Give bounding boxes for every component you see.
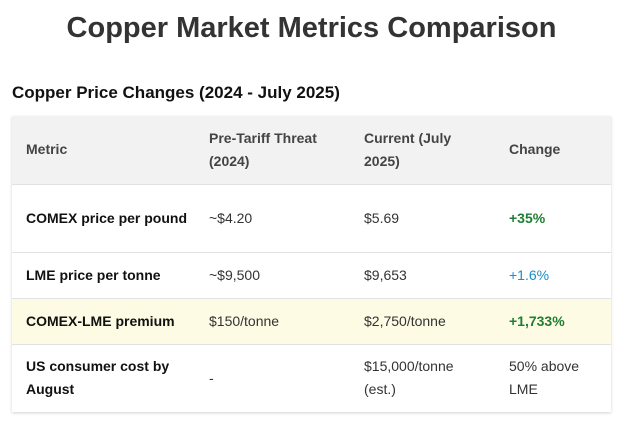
row-pre-tariff: ~$4.20 [209, 209, 253, 226]
section-title: Copper Price Changes (2024 - July 2025) [12, 83, 340, 102]
row-pre-tariff: ~$9,500 [209, 266, 260, 283]
row-change: +1,733% [509, 312, 565, 329]
row-current: $2,750/tonne [364, 312, 446, 329]
header-metric: Metric [26, 141, 68, 158]
page-title: Copper Market Metrics Comparison [66, 12, 557, 44]
table-row: US consumer cost by August - $15,000/ton… [12, 344, 611, 412]
row-pre-tariff: $150/tonne [209, 312, 280, 329]
table-header-row: Metric Pre-Tariff Threat (2024) Current … [12, 116, 611, 184]
price-table: Metric Pre-Tariff Threat (2024) Current … [12, 116, 611, 412]
row-metric: US consumer cost by August [26, 358, 170, 398]
row-change: +35% [509, 209, 546, 226]
row-metric: LME price per tonne [26, 266, 161, 283]
row-current: $5.69 [364, 209, 400, 226]
price-table-container: Metric Pre-Tariff Threat (2024) Current … [12, 116, 611, 412]
header-change: Change [509, 141, 561, 158]
row-current: $15,000/tonne (est.) [364, 358, 454, 398]
row-change: 50% above LME [509, 358, 580, 398]
row-current: $9,653 [364, 266, 407, 283]
row-change: +1.6% [509, 266, 550, 283]
row-metric: COMEX price per pound [26, 209, 188, 226]
table-row-highlighted: COMEX-LME premium $150/tonne $2,750/tonn… [12, 298, 611, 344]
row-metric: COMEX-LME premium [26, 312, 175, 329]
header-current: Current (July 2025) [364, 129, 452, 169]
table-row: LME price per tonne ~$9,500 $9,653 +1.6% [12, 252, 611, 298]
row-pre-tariff: - [209, 369, 214, 386]
table-row: COMEX price per pound ~$4.20 $5.69 +35% [12, 184, 611, 252]
header-pre-tariff: Pre-Tariff Threat (2024) [209, 129, 317, 169]
